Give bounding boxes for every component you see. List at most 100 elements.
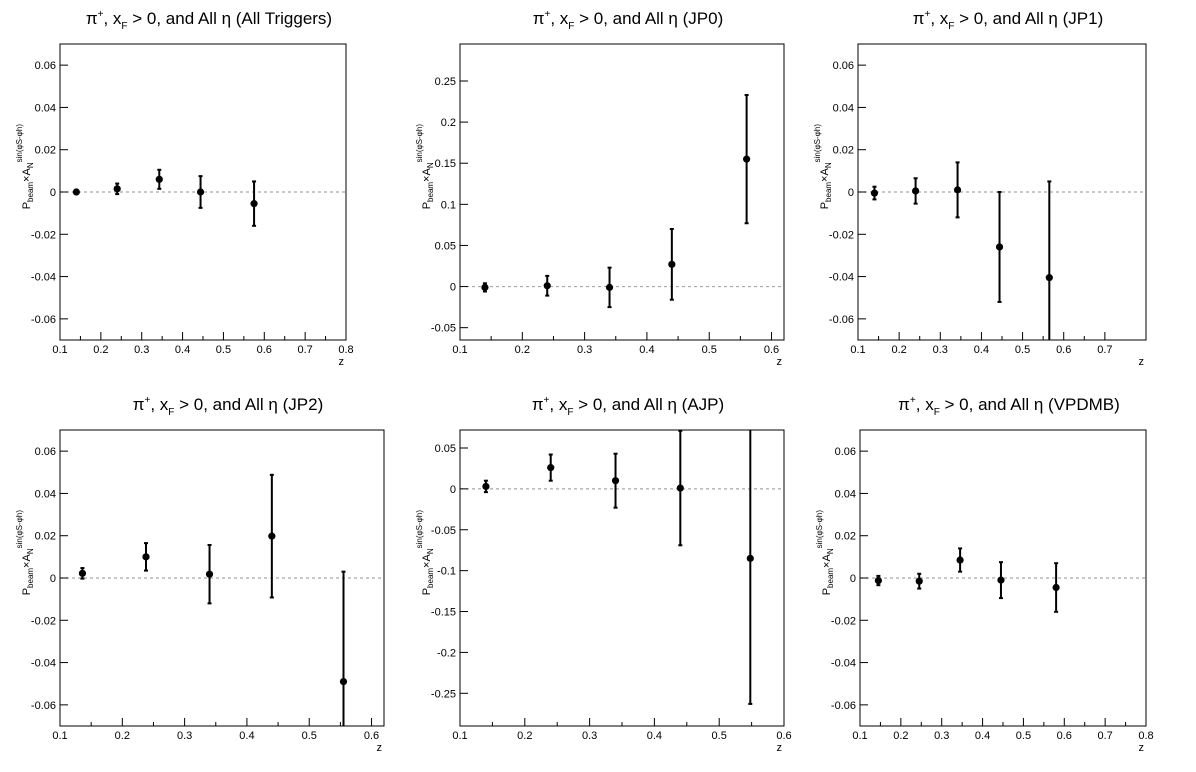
y-tick-label: -0.02	[831, 615, 856, 627]
chart-svg: π+, xF > 0, and All η (All Triggers) 0.1 0…	[15, 9, 354, 368]
x-tick-label: 0.5	[302, 730, 317, 742]
x-axis-label: z	[777, 356, 783, 368]
x-axis-label: z	[1139, 742, 1145, 754]
y-tick-label: -0.04	[829, 272, 854, 284]
data-point	[547, 464, 555, 472]
chart-panel-1: π+, xF > 0, and All η (All Triggers) 0.1 0…	[0, 0, 398, 386]
y-tick-label: 0.02	[833, 145, 854, 157]
data-point	[746, 554, 754, 562]
plot-frame	[459, 43, 785, 341]
y-tick-label: -0.04	[31, 272, 56, 284]
data-point	[676, 484, 684, 492]
y-tick-label: -0.04	[831, 658, 856, 670]
data-point	[481, 283, 489, 291]
x-tick-label: 0.7	[1097, 344, 1112, 356]
y-tick-label: 0.02	[835, 531, 856, 543]
x-tick-label: 0.4	[647, 730, 662, 742]
data-point	[78, 569, 87, 577]
x-tick-label: 0.4	[975, 730, 990, 742]
x-tick-label: 0.6	[764, 344, 779, 356]
y-tick-label: 0	[450, 484, 456, 496]
chart-panel-5: π+, xF > 0, and All η (AJP) 0.1 0.2 0.3 0.4 0…	[400, 386, 798, 772]
data-point	[113, 185, 121, 193]
data-point	[870, 189, 879, 197]
chart-title: π+, xF > 0, and All η (JP2)	[133, 395, 323, 418]
y-tick-label: -0.02	[31, 615, 56, 627]
chart-panel-6: π+, xF > 0, and All η (VPDMB) 0.1 0.2 0.3 0.…	[800, 386, 1196, 772]
x-tick-label: 0.5	[1015, 344, 1030, 356]
x-tick-label: 0.1	[852, 730, 867, 742]
y-axis-label: Pbeam×ANsin(φS-φh)	[815, 510, 835, 596]
x-tick-label: 0.1	[452, 344, 467, 356]
y-tick-label: -0.05	[431, 525, 456, 537]
x-tick-label: 0.5	[216, 344, 231, 356]
y-tick-label: -0.06	[31, 700, 56, 712]
x-tick-label: 0.6	[1056, 344, 1071, 356]
y-tick-label: 0	[848, 187, 854, 199]
chart-panel-3: π+, xF > 0, and All η (JP1) 0.1 0.2 0.3 0.4 0…	[800, 0, 1196, 386]
x-tick-label: 0.3	[934, 730, 949, 742]
x-tick-label: 0.6	[364, 730, 379, 742]
x-tick-label: 0.1	[452, 730, 467, 742]
x-tick-label: 0.2	[115, 730, 130, 742]
data-point	[611, 477, 620, 485]
x-tick-label: 0.2	[517, 730, 532, 742]
y-tick-label: 0.04	[833, 102, 854, 114]
data-point	[250, 200, 258, 208]
chart-svg: π+, xF > 0, and All η (JP2) 0.1 0.2 0.3 0.4 0…	[15, 395, 385, 754]
x-axis-label: z	[339, 356, 345, 368]
y-tick-label: 0.06	[833, 60, 854, 72]
x-tick-label: 0.1	[52, 344, 67, 356]
plot-frame	[459, 429, 785, 727]
x-tick-label: 0.2	[515, 344, 530, 356]
y-axis-label: Pbeam×ANsin(φS-φh)	[813, 124, 833, 210]
chart-svg: π+, xF > 0, and All η (JP1) 0.1 0.2 0.3 0.4 0…	[813, 9, 1147, 368]
y-axis-label: Pbeam×ANsin(φS-φh)	[415, 124, 435, 210]
chart-title: π+, xF > 0, and All η (VPDMB)	[898, 395, 1120, 418]
y-axis-label: Pbeam×ANsin(φS-φh)	[15, 124, 35, 210]
y-tick-label: 0	[50, 187, 56, 199]
x-tick-label: 0.5	[1016, 730, 1031, 742]
data-point	[268, 532, 276, 540]
x-tick-label: 0.7	[297, 344, 312, 356]
y-tick-label: -0.02	[31, 229, 56, 241]
x-tick-label: 0.2	[93, 344, 108, 356]
x-axis-label: z	[1139, 356, 1145, 368]
data-point	[605, 283, 614, 291]
y-tick-label: 0.04	[35, 488, 56, 500]
x-tick-label: 0.7	[1097, 730, 1112, 742]
data-point	[874, 576, 882, 585]
y-axis-label: Pbeam×ANsin(φS-φh)	[15, 510, 35, 596]
y-tick-label: 0.06	[35, 60, 56, 72]
y-tick-label: 0.15	[435, 158, 456, 170]
x-tick-label: 0.8	[338, 344, 353, 356]
x-axis-label: z	[777, 742, 783, 754]
y-tick-label: -0.05	[431, 323, 456, 335]
data-point	[142, 553, 150, 561]
y-tick-label: 0	[850, 573, 856, 585]
y-tick-label: 0.1	[441, 199, 456, 211]
x-tick-label: 0.3	[933, 344, 948, 356]
x-tick-label: 0.1	[850, 344, 865, 356]
x-axis-label: z	[377, 742, 383, 754]
x-tick-label: 0.1	[52, 730, 67, 742]
chart-panel-2: π+, xF > 0, and All η (JP0) 0.1 0.2 0.3 0.4 0…	[400, 0, 798, 386]
data-point	[997, 576, 1005, 584]
y-tick-label: 0.05	[435, 443, 456, 455]
data-point	[196, 188, 205, 196]
data-point	[956, 556, 964, 564]
y-tick-label: -0.2	[437, 647, 456, 659]
x-tick-label: 0.3	[134, 344, 149, 356]
data-point	[543, 282, 551, 290]
chart-title: π+, xF > 0, and All η (JP1)	[913, 9, 1103, 32]
chart-svg: π+, xF > 0, and All η (VPDMB) 0.1 0.2 0.3 0.…	[815, 395, 1154, 754]
y-tick-label: -0.02	[829, 229, 854, 241]
data-point	[482, 482, 490, 491]
data-point	[339, 678, 348, 686]
x-tick-label: 0.3	[577, 344, 592, 356]
x-tick-label: 0.6	[776, 730, 791, 742]
data-point	[1045, 274, 1053, 282]
x-tick-label: 0.6	[1057, 730, 1072, 742]
data-point	[915, 577, 923, 585]
y-tick-label: 0.02	[35, 531, 56, 543]
